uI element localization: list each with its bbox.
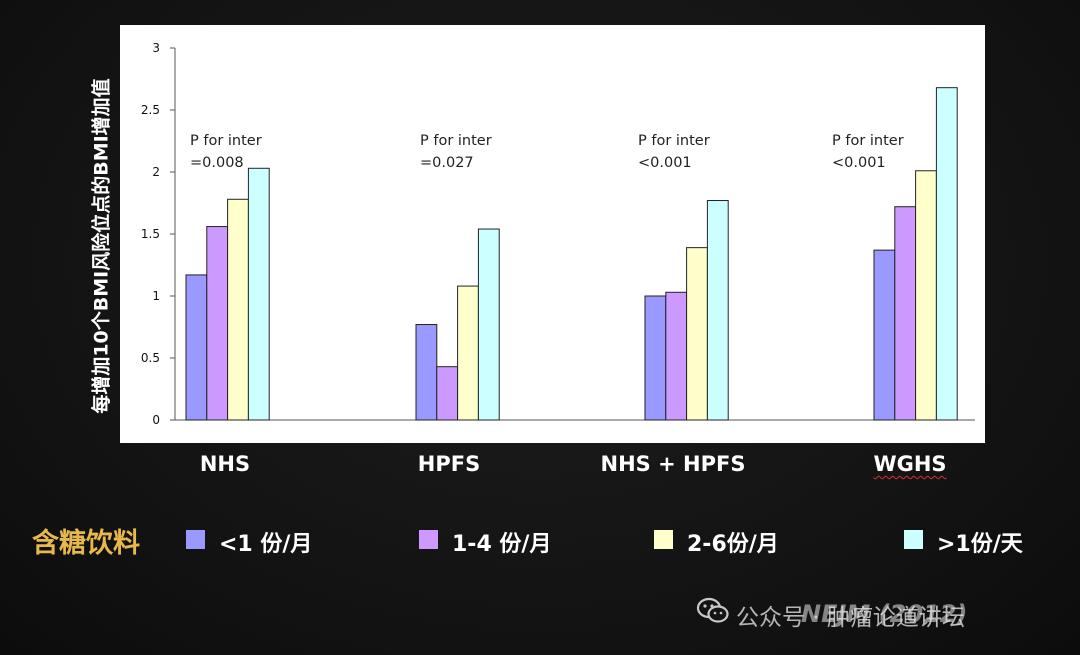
legend-swatch [419, 530, 438, 549]
plot-panel: 0 0.5 1 1.5 2 2.5 3 P for inter =0.008 P for inte… [120, 25, 985, 443]
p-interaction-value: <0.001 [638, 155, 692, 171]
bar-nhs-hpfs-series-3 [686, 247, 708, 421]
bar-wghs-series-4 [935, 87, 958, 421]
legend-label: >1份/天 [937, 532, 1023, 557]
legend-label: 1-4 份/月 [452, 532, 552, 557]
bar-nhs-hpfs-series-4 [706, 200, 729, 421]
legend-swatch [186, 530, 205, 549]
bar-hpfs-series-3 [457, 285, 479, 421]
x-category-label-nhs-hpfs: NHS + HPFS [600, 452, 746, 476]
bar-nhs-series-2 [206, 226, 229, 421]
x-category-label-nhs: NHS [199, 452, 251, 476]
x-category-label-wghs: WGHS [873, 452, 947, 476]
bar-nhs-series-3 [227, 198, 249, 421]
legend-label: 2-6份/月 [687, 532, 779, 557]
y-axis-label: 每增加10个BMI风险位点的BMI增加值 [90, 78, 113, 414]
legend-swatch [654, 530, 673, 549]
bar-hpfs-series-4 [477, 228, 500, 421]
p-interaction-label: P for inter [420, 133, 492, 149]
y-tick-label: 0 [152, 413, 160, 427]
p-interaction-label: P for inter [638, 133, 710, 149]
y-tick-label: 3 [152, 41, 160, 55]
y-tick-label: 2 [152, 165, 160, 179]
bar-hpfs-series-2 [436, 366, 459, 421]
citation: NEJM (2012) [801, 600, 968, 628]
bar-wghs-series-3 [915, 170, 937, 421]
bar-nhs-hpfs-series-1 [644, 295, 667, 421]
p-interaction-value: =0.027 [420, 155, 474, 171]
y-tick-label: 1 [152, 289, 160, 303]
bar-nhs-series-1 [185, 274, 208, 421]
wechat-icon [696, 597, 729, 623]
y-tick-label: 0.5 [141, 351, 160, 365]
p-interaction-label: P for inter [832, 133, 904, 149]
legend-swatch [904, 530, 923, 549]
legend-label: <1 份/月 [219, 532, 313, 557]
p-interaction-value: <0.001 [832, 155, 886, 171]
bar-wghs-series-1 [873, 249, 896, 421]
legend-title: 含糖饮料 [32, 528, 140, 559]
bar-nhs-series-4 [247, 167, 270, 421]
y-tick-label: 2.5 [141, 103, 160, 117]
bar-wghs-series-2 [894, 206, 917, 421]
bar-nhs-hpfs-series-2 [665, 291, 688, 421]
bar-hpfs-series-1 [415, 324, 438, 421]
watermark-text: 公众号 · 肿瘤论道讲坛 [736, 605, 965, 631]
p-interaction-label: P for inter [190, 133, 262, 149]
p-interaction-value: =0.008 [190, 155, 244, 171]
y-tick-label: 1.5 [141, 227, 160, 241]
bar-chart: 0 0.5 1 1.5 2 2.5 3 P for inter =0.008 P for inte… [141, 41, 975, 427]
x-category-label-hpfs: HPFS [417, 452, 481, 476]
